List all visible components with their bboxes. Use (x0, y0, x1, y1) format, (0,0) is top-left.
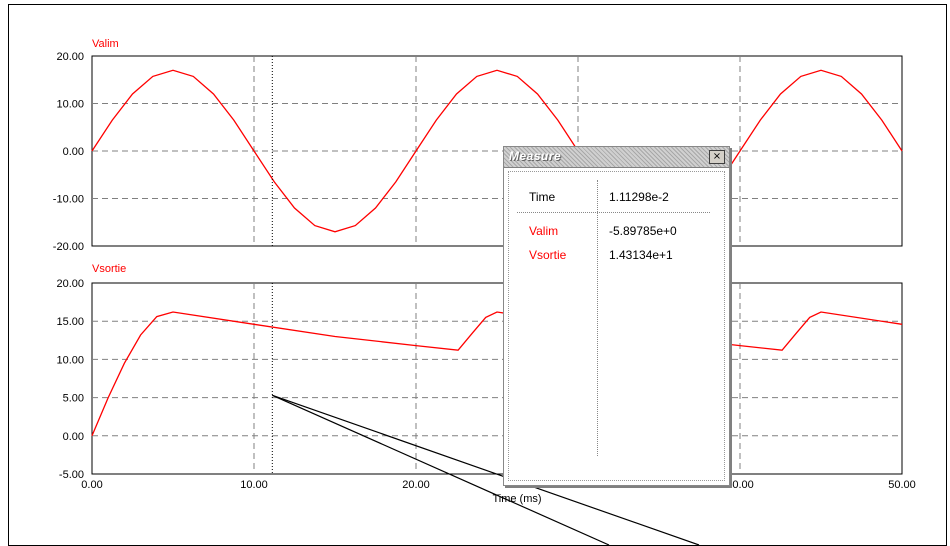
time-label: Time (529, 190, 556, 204)
x-axis-label: Time (ms) (492, 493, 541, 505)
measure-title: Measure (509, 149, 562, 163)
y-tick-label: 10.00 (56, 99, 84, 111)
y-tick-label: 10.00 (56, 354, 84, 366)
measure-titlebar[interactable]: Measure × (504, 147, 729, 168)
row-separator (517, 212, 710, 213)
x-tick-label: 10.00 (240, 479, 268, 491)
y-tick-label: 0.00 (63, 146, 84, 158)
time-value: 1.11298e-2 (609, 190, 669, 204)
y-tick-label: 0.00 (63, 431, 84, 443)
valim-value: -5.89785e+0 (609, 224, 677, 238)
y-tick-label: 20.00 (56, 51, 84, 63)
waveform-plot: 20.00 10.00 0.00 -10.00 -20.00 Valim 20.00 15.0… (53, 38, 916, 545)
panel-title: Valim (92, 38, 119, 50)
close-button[interactable]: × (709, 150, 725, 164)
vsortie-label: Vsortie (529, 248, 567, 262)
x-tick-label: 40.00 (726, 479, 754, 491)
y-tick-label: -10.00 (53, 194, 84, 206)
annotation-leader-line (272, 394, 610, 545)
y-tick-label: 15.00 (56, 316, 84, 328)
y-tick-label: 5.00 (63, 393, 84, 405)
measure-table: Time 1.11298e-2 Valim -5.89785e+0 Vsorti… (508, 171, 725, 481)
y-tick-label: -5.00 (59, 469, 84, 481)
x-tick-label: 20.00 (402, 479, 430, 491)
annotation-leader-line (272, 394, 700, 545)
vsortie-value: 1.43134e+1 (609, 248, 673, 262)
panel-title: Vsortie (92, 263, 126, 275)
series-line (91, 311, 903, 437)
oscilloscope-panel: 20.00 10.00 0.00 -10.00 -20.00 Valim 20.00 15.0… (8, 4, 947, 546)
valim-label: Valim (529, 224, 559, 238)
x-tick-label: 50.00 (888, 479, 916, 491)
y-tick-label: 20.00 (56, 278, 84, 290)
measure-window[interactable]: Measure × Time 1.11298e-2 Valim -5.89785… (503, 146, 730, 486)
column-separator (597, 180, 598, 456)
y-tick-label: -20.00 (53, 241, 84, 253)
series-line (91, 69, 903, 233)
x-tick-label: 0.00 (81, 479, 102, 491)
